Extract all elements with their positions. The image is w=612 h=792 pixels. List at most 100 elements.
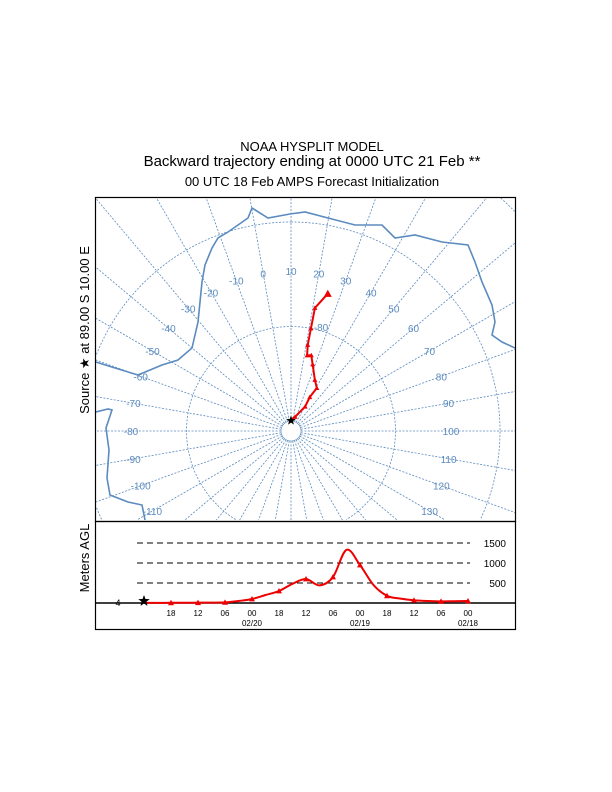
longitude-label: -80 — [124, 427, 139, 438]
map-frame — [94, 196, 517, 523]
meridian-line — [300, 434, 515, 513]
longitude-label: -90 — [126, 455, 141, 466]
trajectory-marker — [307, 394, 313, 400]
x-tick-label: 06 — [437, 609, 446, 618]
height-marker — [276, 588, 282, 594]
trajectory-marker — [304, 352, 310, 358]
longitude-label: 60 — [408, 324, 420, 335]
longitude-label: 40 — [365, 288, 377, 299]
longitude-label: -60 — [133, 372, 148, 383]
x-tick-label: 06 — [329, 609, 338, 618]
x-tick-label: 18 — [275, 609, 284, 618]
x-tick-label: 18 — [383, 609, 392, 618]
x-date-label: 02/19 — [350, 619, 371, 628]
longitude-label: 20 — [313, 269, 325, 280]
height-marker — [465, 598, 471, 604]
longitude-label: -10 — [229, 277, 244, 288]
source-star-icon — [138, 595, 150, 606]
latitude-ring — [186, 326, 291, 520]
x-tick-label: 00 — [356, 609, 365, 618]
meridian-line — [216, 438, 285, 520]
chart-title: Backward trajectory ending at 0000 UTC 2… — [143, 153, 481, 170]
height-marker — [357, 562, 363, 568]
source-star-icon — [286, 415, 296, 425]
longitude-label: 0 — [260, 269, 266, 280]
latitude-ring-label: -80 — [314, 323, 329, 334]
reference-line-label: 1000 — [484, 559, 507, 570]
longitude-label: 10 — [285, 267, 297, 278]
meridian-line — [274, 440, 290, 520]
trajectory-marker — [312, 305, 318, 310]
height-marker — [384, 592, 390, 599]
height-marker — [249, 596, 255, 602]
x-date-label: 02/20 — [242, 619, 263, 628]
meridian-line — [294, 198, 377, 422]
meridian-line — [239, 439, 287, 520]
x-tick-label: 12 — [194, 609, 203, 618]
pole-circle — [280, 420, 302, 442]
meridian-line — [96, 318, 283, 427]
latitude-ring — [96, 221, 291, 355]
longitude-label: -40 — [161, 324, 176, 335]
meridian-line — [96, 267, 284, 425]
meridian-line — [156, 198, 287, 423]
longitude-label: 130 — [421, 507, 438, 518]
longitude-label: -70 — [126, 399, 141, 410]
start-height-label: 4 — [115, 598, 120, 608]
longitude-label: 70 — [424, 347, 436, 358]
longitude-label: 80 — [436, 372, 448, 383]
longitude-label: -30 — [181, 304, 196, 315]
trajectory-marker — [314, 385, 320, 391]
meridian-line — [292, 198, 333, 422]
longitude-label: 110 — [441, 455, 457, 466]
trajectory-marker — [302, 404, 308, 409]
x-tick-label: 06 — [221, 609, 230, 618]
meridian-line — [295, 198, 426, 423]
trajectory-marker — [308, 352, 314, 358]
meridian-line — [300, 391, 515, 430]
coastline — [96, 206, 515, 376]
longitude-label: -100 — [131, 482, 151, 493]
chart-subtitle: 00 UTC 18 Feb AMPS Forecast Initializati… — [184, 174, 440, 189]
meridian-line — [298, 242, 515, 425]
meridian-line — [298, 437, 398, 520]
map-panel: -110-100-90-80-70-60-50-40-30-20-100 10 20… — [96, 198, 515, 520]
meridian-line — [295, 439, 343, 520]
coastline-west — [96, 408, 146, 520]
x-tick-label: 00 — [248, 609, 257, 618]
longitude-label: -50 — [145, 347, 160, 358]
meridian-line — [300, 432, 515, 471]
longitude-label: -20 — [204, 288, 219, 299]
meridian-line — [205, 198, 288, 422]
latitude-ring — [500, 198, 515, 212]
meridian-line — [294, 440, 324, 520]
meridian-line — [299, 435, 446, 520]
trajectory-marker — [323, 289, 332, 297]
meridian-line — [249, 198, 290, 422]
x-tick-label: 18 — [167, 609, 176, 618]
meridian-line — [292, 440, 308, 520]
map-ylabel: Source ★ at 89.00 S 10.00 E — [77, 246, 92, 414]
trajectory-marker — [308, 325, 314, 331]
meridian-line — [184, 437, 284, 520]
trajectory-marker — [305, 342, 311, 347]
meridian-line — [96, 434, 282, 503]
x-tick-label: 12 — [410, 609, 419, 618]
meridian-line — [299, 301, 515, 427]
trajectory-marker — [310, 361, 316, 367]
height-marker — [303, 576, 309, 582]
trajectory-marker — [312, 377, 318, 382]
model-name: NOAA HYSPLIT MODEL — [240, 139, 384, 154]
meridian-line — [96, 396, 282, 430]
height-marker — [330, 574, 336, 580]
meridian-line — [300, 349, 515, 428]
longitude-label: 100 — [443, 427, 460, 438]
longitude-label: 50 — [388, 304, 400, 315]
longitude-label: 90 — [443, 399, 455, 410]
latitude-ring — [291, 326, 396, 520]
longitude-label: -110 — [143, 507, 163, 518]
meridian-line — [297, 438, 366, 520]
x-date-label: 02/18 — [458, 619, 479, 628]
